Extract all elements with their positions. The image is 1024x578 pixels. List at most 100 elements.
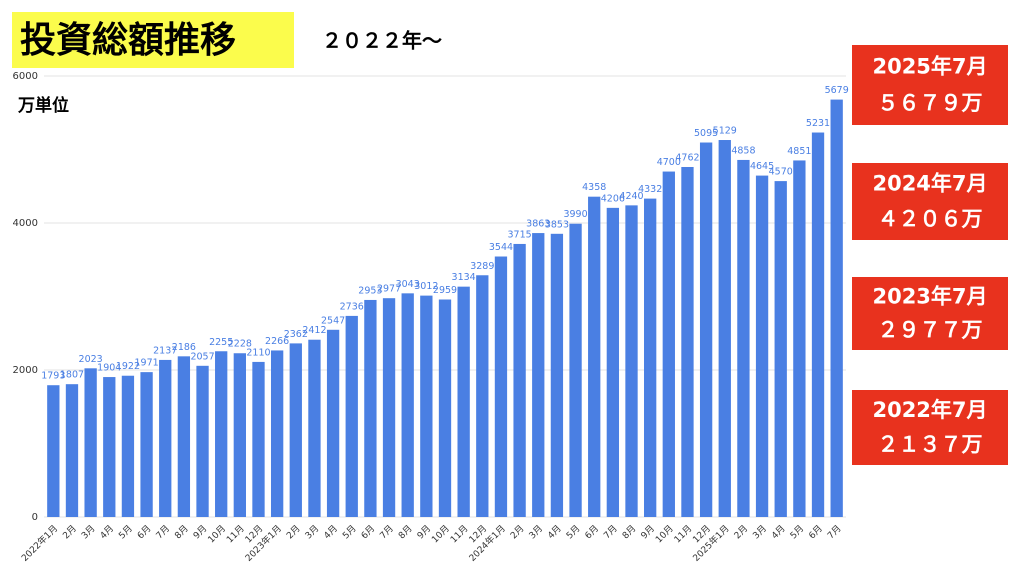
bar bbox=[84, 368, 97, 517]
bar bbox=[588, 196, 601, 517]
value-label: 4858 bbox=[731, 145, 755, 156]
bar bbox=[513, 243, 526, 517]
value-label: 3043 bbox=[396, 279, 420, 290]
value-label: 2266 bbox=[265, 336, 289, 347]
bar bbox=[774, 181, 787, 518]
bar bbox=[47, 385, 60, 517]
bar bbox=[644, 198, 657, 517]
value-label: 4332 bbox=[638, 184, 662, 195]
bar bbox=[401, 293, 414, 517]
annotation-box bbox=[852, 277, 1008, 350]
chart-subtitle: ２０２２年〜 bbox=[322, 29, 442, 53]
bar bbox=[457, 286, 470, 517]
value-label: 3544 bbox=[489, 242, 513, 253]
value-label: 2228 bbox=[228, 339, 252, 350]
annotation-date: 2025年7月 bbox=[872, 54, 987, 78]
value-label: 3853 bbox=[545, 219, 569, 230]
bar bbox=[718, 140, 731, 517]
value-label: 2186 bbox=[172, 342, 196, 353]
value-label: 4700 bbox=[657, 157, 681, 168]
bar bbox=[830, 99, 843, 517]
bar bbox=[606, 207, 620, 517]
chart-title: 投資総額推移 bbox=[20, 20, 236, 61]
bar bbox=[532, 233, 545, 517]
value-label: 5679 bbox=[825, 85, 849, 96]
value-label: 2412 bbox=[302, 325, 326, 336]
y-tick-label: 4000 bbox=[13, 218, 38, 229]
bar bbox=[476, 275, 489, 517]
bar bbox=[308, 339, 321, 517]
y-tick-label: 6000 bbox=[13, 71, 38, 82]
bar bbox=[550, 233, 564, 517]
bar bbox=[177, 356, 191, 517]
bar bbox=[438, 299, 452, 517]
value-label: 3990 bbox=[563, 209, 587, 220]
title-highlight bbox=[12, 12, 294, 68]
annotation-date: 2024年7月 bbox=[872, 172, 987, 196]
value-label: 2977 bbox=[377, 284, 401, 295]
value-label: 4358 bbox=[582, 182, 606, 193]
bar bbox=[494, 256, 508, 517]
bar bbox=[755, 175, 769, 517]
value-label: 3012 bbox=[414, 281, 438, 292]
value-label: 2547 bbox=[321, 315, 345, 326]
bar bbox=[364, 299, 377, 517]
value-label: 5095 bbox=[694, 128, 718, 139]
value-label: 2110 bbox=[246, 347, 270, 358]
value-label: 5129 bbox=[713, 126, 737, 137]
bar bbox=[289, 343, 302, 517]
value-label: 4240 bbox=[619, 191, 643, 202]
annotation-amount: ２９７７万 bbox=[878, 318, 983, 342]
value-label: 1793 bbox=[41, 371, 65, 382]
value-label: 1904 bbox=[97, 363, 121, 374]
bar bbox=[793, 160, 806, 517]
bar bbox=[103, 377, 116, 517]
bar bbox=[65, 384, 79, 517]
bar bbox=[215, 351, 228, 517]
bar bbox=[345, 315, 358, 517]
y-tick-label: 2000 bbox=[13, 365, 38, 376]
value-label: 5231 bbox=[806, 118, 830, 129]
value-label: 2953 bbox=[358, 285, 382, 296]
value-label: 4762 bbox=[675, 152, 699, 163]
bar bbox=[811, 132, 825, 518]
bar bbox=[233, 353, 246, 517]
value-label: 2057 bbox=[190, 351, 214, 362]
value-label: 4570 bbox=[769, 167, 793, 178]
value-label: 2362 bbox=[284, 329, 308, 340]
bar bbox=[662, 171, 675, 518]
value-label: 3863 bbox=[526, 219, 550, 230]
value-label: 2959 bbox=[433, 285, 457, 296]
bar bbox=[121, 375, 135, 517]
value-label: 4645 bbox=[750, 161, 774, 172]
bar bbox=[159, 359, 172, 517]
value-label: 1971 bbox=[134, 358, 158, 369]
bar bbox=[326, 329, 340, 517]
annotation-date: 2023年7月 bbox=[872, 284, 987, 308]
annotation-box bbox=[852, 390, 1008, 465]
bar bbox=[569, 223, 582, 518]
annotation-amount: ２１３７万 bbox=[878, 433, 983, 457]
bar bbox=[625, 205, 638, 518]
value-label: 3715 bbox=[508, 229, 532, 240]
bar bbox=[196, 365, 209, 517]
value-label: 2736 bbox=[340, 301, 364, 312]
value-label: 1922 bbox=[116, 361, 140, 372]
value-label: 4851 bbox=[787, 146, 811, 157]
annotation-box bbox=[852, 163, 1008, 240]
value-label: 2137 bbox=[153, 345, 177, 356]
annotation-amount: ４２０６万 bbox=[878, 207, 983, 231]
value-label: 3134 bbox=[452, 272, 476, 283]
bar bbox=[252, 361, 265, 517]
bar bbox=[270, 350, 284, 517]
annotation-date: 2022年7月 bbox=[872, 398, 987, 422]
annotation-amount: ５６７９万 bbox=[878, 91, 983, 115]
annotation-box bbox=[852, 45, 1008, 125]
bar bbox=[420, 295, 433, 517]
bar bbox=[699, 142, 713, 517]
y-tick-label: 0 bbox=[32, 512, 38, 523]
value-label: 4206 bbox=[601, 193, 625, 204]
bar bbox=[681, 166, 694, 518]
value-label: 1807 bbox=[60, 370, 84, 381]
